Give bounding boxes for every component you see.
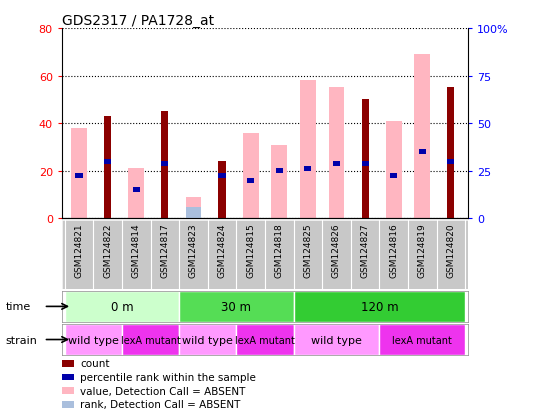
Bar	[71, 128, 87, 219]
Bar	[333, 162, 340, 166]
Bar	[218, 162, 225, 219]
Bar	[275, 169, 283, 174]
Bar	[419, 150, 426, 155]
Text: strain: strain	[5, 335, 37, 345]
Text: GSM124814: GSM124814	[132, 223, 141, 278]
Bar	[236, 324, 294, 355]
Text: GSM124819: GSM124819	[418, 223, 427, 278]
Bar	[161, 162, 168, 166]
Text: GDS2317 / PA1728_at: GDS2317 / PA1728_at	[62, 14, 214, 28]
Text: GSM124818: GSM124818	[275, 223, 284, 278]
Text: wild type: wild type	[311, 335, 362, 345]
Text: GSM124826: GSM124826	[332, 223, 341, 278]
Bar	[247, 178, 254, 183]
Bar	[386, 121, 401, 219]
Text: GSM124824: GSM124824	[217, 223, 226, 278]
Bar	[362, 162, 369, 166]
Bar	[271, 145, 287, 219]
Bar	[294, 291, 465, 322]
Bar	[362, 100, 369, 219]
Text: GSM124827: GSM124827	[360, 223, 370, 278]
Text: 120 m: 120 m	[360, 300, 398, 313]
Bar	[305, 166, 312, 171]
Text: time: time	[5, 301, 31, 312]
Text: lexA mutant: lexA mutant	[235, 335, 295, 345]
Bar	[129, 169, 144, 219]
Bar	[414, 55, 430, 219]
Bar	[218, 174, 225, 178]
Text: value, Detection Call = ABSENT: value, Detection Call = ABSENT	[80, 386, 245, 396]
Bar	[186, 197, 201, 219]
Bar	[161, 112, 168, 219]
Bar	[133, 188, 140, 193]
Bar	[179, 291, 294, 322]
Text: wild type: wild type	[182, 335, 233, 345]
Text: GSM124815: GSM124815	[246, 223, 255, 278]
Bar	[379, 324, 465, 355]
Bar	[447, 88, 455, 219]
Bar	[75, 174, 83, 178]
Bar	[447, 159, 455, 164]
Text: percentile rank within the sample: percentile rank within the sample	[80, 372, 256, 382]
Text: rank, Detection Call = ABSENT: rank, Detection Call = ABSENT	[80, 399, 240, 409]
Bar	[179, 324, 236, 355]
Text: GSM124820: GSM124820	[447, 223, 455, 278]
Bar	[294, 324, 379, 355]
Text: wild type: wild type	[68, 335, 119, 345]
Text: GSM124817: GSM124817	[160, 223, 169, 278]
Text: lexA mutant: lexA mutant	[121, 335, 180, 345]
Bar	[300, 81, 316, 219]
Bar	[65, 291, 179, 322]
Text: lexA mutant: lexA mutant	[392, 335, 452, 345]
Text: GSM124823: GSM124823	[189, 223, 198, 278]
Bar	[104, 117, 111, 219]
Text: GSM124822: GSM124822	[103, 223, 112, 278]
Text: GSM124821: GSM124821	[75, 223, 83, 278]
Bar	[122, 324, 179, 355]
Bar	[104, 159, 111, 164]
Bar	[243, 133, 259, 219]
Bar	[390, 174, 397, 178]
Text: 30 m: 30 m	[221, 300, 251, 313]
Text: GSM124825: GSM124825	[303, 223, 313, 278]
Text: count: count	[80, 358, 110, 368]
Text: 0 m: 0 m	[111, 300, 133, 313]
Bar	[329, 88, 344, 219]
Bar	[186, 207, 201, 219]
Bar	[65, 324, 122, 355]
Text: GSM124816: GSM124816	[389, 223, 398, 278]
